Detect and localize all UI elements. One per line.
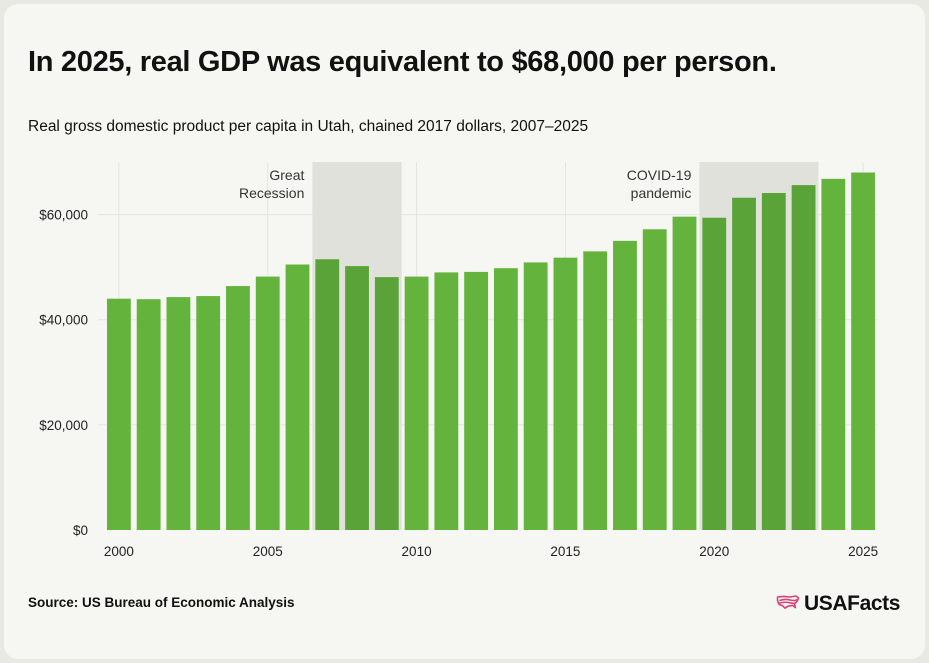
bar [345,266,369,530]
x-tick-label: 2000 [104,544,134,559]
chart-title: In 2025, real GDP was equivalent to $68,… [28,46,777,78]
bar [315,259,340,530]
bar [791,185,816,531]
x-tick-label: 2005 [253,544,283,559]
chart-subtitle: Real gross domestic product per capita i… [28,118,589,135]
y-tick-label: $0 [73,523,88,538]
bar [136,299,161,530]
bar [255,276,280,530]
bar [166,297,191,530]
bar [702,217,727,530]
bar [374,277,399,530]
y-tick-label: $20,000 [39,418,88,433]
annotation-label: COVID-19 [627,167,692,183]
y-tick-label: $60,000 [39,208,88,223]
bar [553,257,578,530]
bar [672,216,697,530]
x-tick-label: 2010 [402,544,432,559]
us-map-icon [776,594,800,615]
bar [821,178,846,530]
bar [761,193,786,530]
bar [583,251,608,530]
bar [464,271,489,530]
bar [523,262,548,530]
bar [732,197,756,530]
annotation-label: Great [269,167,304,183]
annotation-label: pandemic [631,185,692,201]
bar [613,240,637,530]
bar [493,268,518,530]
usafacts-logo: USAFacts [776,591,900,617]
bar [404,276,429,530]
brand-name: USAFacts [804,592,900,615]
bar [285,264,310,530]
bar [434,272,459,530]
bar [196,296,221,530]
bar [642,229,667,530]
x-tick-label: 2015 [550,544,580,559]
y-tick-label: $40,000 [39,313,88,328]
bar [106,298,131,530]
bar [851,172,876,530]
bar [226,286,250,530]
x-tick-label: 2025 [848,544,878,559]
annotation-label: Recession [239,185,304,201]
x-tick-label: 2020 [699,544,729,559]
source-note: Source: US Bureau of Economic Analysis [28,595,295,610]
